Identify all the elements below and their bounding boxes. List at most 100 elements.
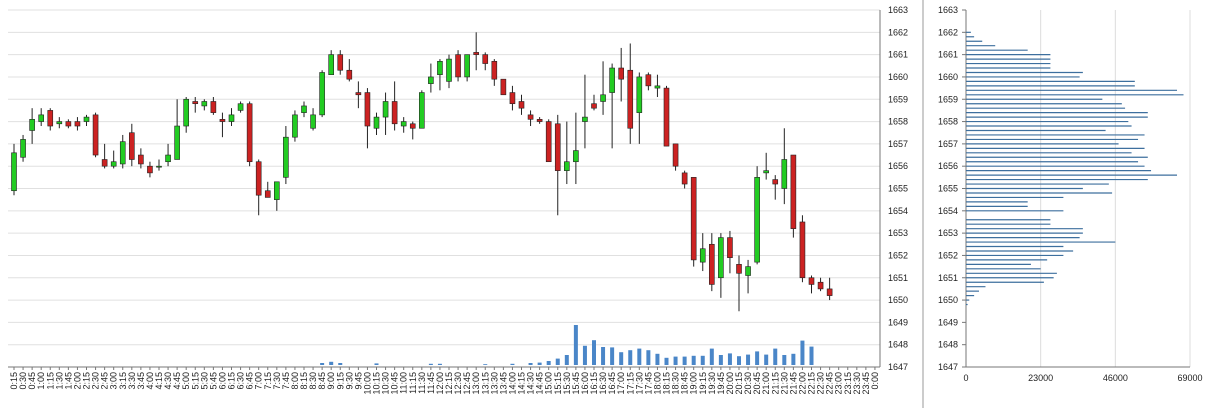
candle-body-down bbox=[473, 52, 479, 55]
main-x-tick-label: 18:45 bbox=[680, 372, 690, 395]
volume-bar bbox=[483, 364, 488, 365]
profile-y-tick-label: 1650 bbox=[938, 295, 958, 305]
candle-body-down bbox=[545, 121, 552, 163]
candle-body-up bbox=[609, 67, 615, 93]
profile-y-tick-label: 1655 bbox=[938, 184, 958, 194]
profile-x-tick-label: 69000 bbox=[1177, 373, 1202, 383]
main-x-tick-label: 8:00 bbox=[290, 372, 300, 390]
candle-body-down bbox=[527, 114, 534, 120]
main-x-tick-label: 4:15 bbox=[154, 372, 164, 390]
main-y-tick-label: 1652 bbox=[888, 250, 908, 260]
candle-body-down bbox=[591, 103, 597, 109]
candle-body-up bbox=[745, 266, 751, 276]
candle-body-down bbox=[355, 92, 362, 96]
candle-body-up bbox=[564, 161, 570, 171]
candle-body-down bbox=[817, 281, 824, 290]
profile-y-tick-label: 1659 bbox=[938, 94, 958, 104]
candle-body-down bbox=[346, 69, 353, 80]
candle-body-up bbox=[29, 119, 35, 131]
main-x-tick-label: 15:00 bbox=[544, 372, 554, 395]
profile-y-tick-label: 1649 bbox=[938, 317, 958, 327]
main-x-tick-label: 2:30 bbox=[91, 372, 101, 390]
volume-bar bbox=[610, 347, 615, 365]
main-y-tick-label: 1654 bbox=[888, 206, 908, 216]
main-x-tick-label: 6:30 bbox=[236, 372, 246, 390]
profile-y-tick-label: 1661 bbox=[938, 50, 958, 60]
candle-body-down bbox=[337, 54, 344, 71]
volume-bar bbox=[782, 355, 787, 365]
candle-body-down bbox=[509, 92, 516, 105]
main-y-tick-label: 1661 bbox=[888, 50, 908, 60]
candle-body-up bbox=[328, 54, 334, 76]
candle-body-up bbox=[56, 121, 63, 125]
candle-body-up bbox=[174, 125, 180, 160]
volume-bar bbox=[755, 351, 760, 365]
main-x-tick-label: 7:30 bbox=[272, 372, 282, 390]
main-x-tick-label: 12:00 bbox=[435, 372, 445, 395]
main-y-tick-label: 1663 bbox=[888, 5, 908, 15]
main-x-tick-label: 20:00 bbox=[725, 372, 735, 395]
volume-bar bbox=[329, 361, 334, 365]
main-x-tick-label: 12:45 bbox=[462, 372, 472, 395]
volume-bar bbox=[664, 357, 669, 365]
main-x-tick-label: 11:15 bbox=[408, 372, 418, 394]
main-y-tick-label: 1659 bbox=[888, 94, 908, 104]
main-y-tick-label: 1651 bbox=[888, 273, 908, 283]
candle-body-down bbox=[129, 132, 135, 160]
volume-bar bbox=[437, 363, 442, 365]
candle-body-up bbox=[419, 92, 425, 129]
main-y-tick-label: 1650 bbox=[888, 295, 908, 305]
main-x-tick-label: 3:45 bbox=[136, 372, 146, 390]
main-x-tick-label: 19:00 bbox=[689, 372, 699, 395]
candle-body-up bbox=[437, 61, 443, 76]
candle-body-down bbox=[455, 54, 461, 78]
main-x-tick-label: 0:30 bbox=[18, 372, 28, 390]
candle-body-up bbox=[319, 72, 325, 116]
candle-body-up bbox=[119, 141, 126, 165]
candle-body-up bbox=[11, 152, 17, 192]
profile-y-tick-label: 1660 bbox=[938, 72, 958, 82]
candle-body-up bbox=[183, 98, 189, 127]
candle-body-up bbox=[237, 103, 244, 111]
main-y-tick-label: 1648 bbox=[888, 340, 908, 350]
candle-body-down bbox=[799, 221, 806, 279]
main-x-tick-label: 18:15 bbox=[662, 372, 672, 395]
profile-y-tick-label: 1663 bbox=[938, 5, 958, 15]
main-x-tick-label: 11:30 bbox=[417, 372, 427, 394]
main-x-tick-label: 2:45 bbox=[100, 372, 110, 390]
volume-bar bbox=[582, 345, 587, 365]
volume-bar bbox=[737, 356, 741, 365]
main-x-tick-label: 17:00 bbox=[616, 372, 626, 395]
candle-body-down bbox=[65, 121, 72, 127]
candle-body-up bbox=[582, 116, 588, 122]
main-y-tick-label: 1647 bbox=[888, 362, 908, 372]
main-x-tick-label: 2:15 bbox=[82, 372, 92, 390]
candle-body-up bbox=[382, 101, 389, 118]
candle-body-down bbox=[536, 119, 543, 122]
candle-body-down bbox=[482, 54, 489, 64]
volume-bar bbox=[718, 355, 723, 365]
main-x-tick-label: 17:15 bbox=[625, 372, 635, 395]
volume-bar bbox=[727, 353, 732, 365]
volume-bar bbox=[773, 348, 778, 365]
volume-bar bbox=[564, 355, 569, 365]
main-y-tick-label: 1660 bbox=[888, 72, 908, 82]
candle-body-down bbox=[92, 114, 99, 156]
volume-bar bbox=[800, 340, 805, 365]
profile-y-tick-label: 1652 bbox=[938, 250, 958, 260]
candle-body-down bbox=[210, 101, 217, 113]
main-x-tick-label: 15:15 bbox=[553, 372, 563, 395]
main-x-tick-label: 21:15 bbox=[770, 372, 780, 395]
main-x-tick-label: 21:45 bbox=[788, 372, 798, 395]
volume-bar bbox=[791, 353, 796, 365]
candle-body-down bbox=[255, 161, 262, 196]
main-x-tick-label: 22:45 bbox=[825, 372, 835, 395]
candle-body-down bbox=[74, 121, 81, 127]
main-x-tick-label: 4:30 bbox=[163, 372, 173, 390]
main-x-tick-label: 9:30 bbox=[344, 372, 354, 390]
volume-bar bbox=[746, 354, 751, 365]
volume-bar bbox=[764, 354, 769, 365]
main-x-tick-label: 16:45 bbox=[607, 372, 617, 395]
main-x-tick-label: 12:15 bbox=[444, 372, 454, 395]
main-x-tick-label: 20:30 bbox=[743, 372, 753, 395]
